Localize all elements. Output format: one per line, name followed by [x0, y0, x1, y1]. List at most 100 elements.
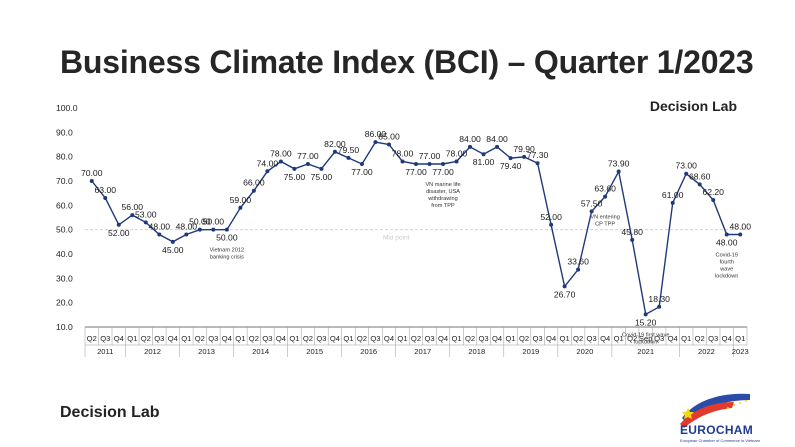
x-tick-label: Q2	[357, 334, 367, 343]
annotation-line: disaster, USA	[426, 189, 460, 195]
data-point	[197, 227, 202, 232]
y-tick-label: 100.0	[56, 103, 78, 113]
data-point	[427, 161, 432, 166]
data-point	[441, 161, 446, 166]
data-label: 77.00	[351, 167, 373, 177]
x-tick-label: Q4	[222, 334, 232, 343]
data-label: 68.60	[689, 171, 711, 181]
data-label: 78.00	[392, 149, 414, 159]
annotation-line: wave	[719, 267, 733, 273]
data-point	[603, 194, 608, 199]
data-point	[211, 227, 216, 232]
x-tick-label: Q2	[519, 334, 529, 343]
data-point	[616, 169, 621, 174]
x-tick-label: Q3	[424, 334, 434, 343]
data-point	[278, 159, 283, 164]
data-point	[251, 188, 256, 193]
year-label: 2014	[252, 347, 269, 356]
data-point	[670, 200, 675, 205]
y-tick-label: 20.0	[56, 298, 73, 308]
data-point	[549, 222, 554, 227]
x-tick-label: Q3	[708, 334, 718, 343]
y-tick-label: 70.0	[56, 176, 73, 186]
data-point	[184, 232, 189, 237]
data-label: 50.00	[203, 217, 225, 227]
annotation-line: Covid-19	[716, 253, 738, 259]
x-tick-label: Q4	[600, 334, 610, 343]
data-point	[508, 156, 513, 161]
data-point	[522, 154, 527, 159]
x-tick-label: Q4	[546, 334, 556, 343]
data-label: 81.00	[473, 157, 495, 167]
annotation: VN marine life disaster, USA withdrawing fr…	[425, 182, 460, 209]
annotation: VN entering CP TPP	[590, 215, 620, 228]
y-tick-label: 30.0	[56, 273, 73, 283]
annotation-line: lockdown	[715, 274, 738, 280]
x-tick-label: Q4	[330, 334, 340, 343]
data-label: 70.00	[81, 168, 103, 178]
data-point	[657, 304, 662, 309]
x-tick-label: Q2	[141, 334, 151, 343]
data-label: 52.00	[540, 212, 562, 222]
year-label: 2020	[576, 347, 593, 356]
annotation-line: withdrawing	[427, 196, 458, 202]
data-point	[738, 232, 743, 237]
eurocham-logo-icon	[680, 393, 750, 428]
data-point	[116, 222, 121, 227]
x-tick-label: Q4	[384, 334, 394, 343]
data-point	[562, 284, 567, 289]
data-label: 52.00	[108, 228, 130, 238]
data-point	[630, 237, 635, 242]
data-label: 84.00	[486, 134, 508, 144]
y-tick-label: 10.0	[56, 322, 73, 332]
data-point	[157, 232, 162, 237]
data-label: 77.00	[297, 151, 319, 161]
data-label: 75.00	[311, 172, 333, 182]
year-label: 2013	[198, 347, 215, 356]
annotation-line: lockdown	[634, 339, 657, 345]
data-point	[359, 161, 364, 166]
x-tick-label: Q2	[249, 334, 259, 343]
annotation-line: fourth	[720, 260, 734, 266]
data-point	[224, 227, 229, 232]
x-tick-label: Q4	[114, 334, 124, 343]
data-point	[400, 159, 405, 164]
x-tick-label: Q2	[465, 334, 475, 343]
y-tick-label: 80.0	[56, 152, 73, 162]
annotation-line: from TPP	[431, 203, 455, 209]
eurocham-logo-subtitle: European Chamber of Commerce in Vietnam	[680, 438, 760, 443]
data-point	[292, 166, 297, 171]
x-tick-label: Q1	[681, 334, 691, 343]
brand-label-bottom: Decision Lab	[60, 404, 160, 421]
year-label: 2012	[144, 347, 161, 356]
data-point	[711, 197, 716, 202]
year-label: 2011	[97, 347, 113, 356]
x-tick-label: Q2	[303, 334, 313, 343]
x-tick-label: Q3	[154, 334, 164, 343]
x-tick-label: Q2	[695, 334, 705, 343]
data-label: 15.20	[635, 317, 657, 327]
data-label: 82.00	[324, 139, 346, 149]
x-tick-label: Q3	[208, 334, 218, 343]
data-label: 48.00	[149, 222, 171, 232]
data-point	[468, 144, 473, 149]
page-title: Business Climate Index (BCI) – Quarter 1…	[60, 44, 754, 80]
annotation: Vietnam 2012 banking crisis	[210, 248, 244, 261]
data-label: 63.00	[95, 185, 117, 195]
year-label: 2018	[468, 347, 485, 356]
data-label: 26.70	[554, 289, 576, 299]
x-tick-label: Q1	[235, 334, 245, 343]
data-point	[332, 149, 337, 154]
data-point	[724, 232, 729, 237]
data-label: 79.90	[513, 144, 535, 154]
data-label: 62.20	[702, 187, 724, 197]
x-tick-label: Q1	[127, 334, 137, 343]
annotation-line: VN entering	[590, 215, 620, 221]
x-tick-label: Q1	[560, 334, 570, 343]
data-point	[414, 161, 418, 166]
data-label: 66.00	[243, 178, 265, 188]
data-label: 57.50	[581, 198, 603, 208]
annotation-line: CP TPP	[595, 222, 615, 228]
year-label: 2023	[732, 347, 749, 356]
